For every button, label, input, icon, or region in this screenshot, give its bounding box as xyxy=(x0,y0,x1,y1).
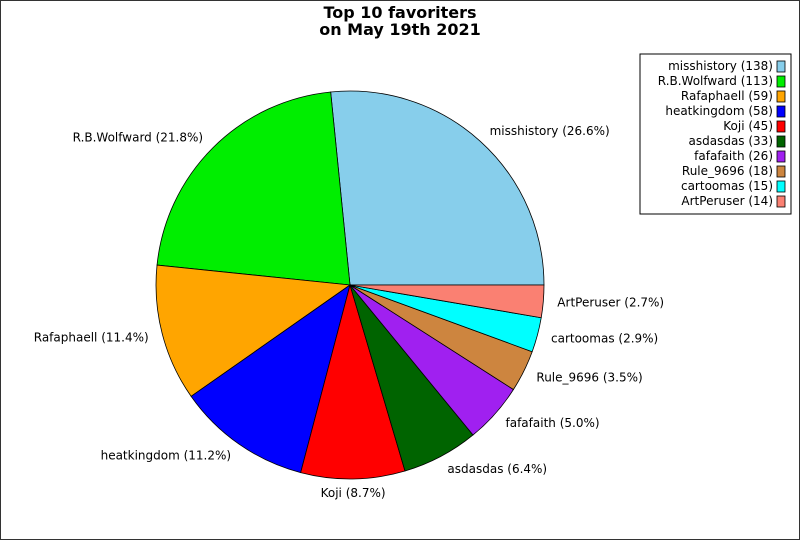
legend-entry-label: ArtPeruser (14) xyxy=(681,194,773,208)
legend-swatch xyxy=(776,135,786,148)
legend-entry-label: Rule_9696 (18) xyxy=(682,164,773,178)
pie-slice-r-b-wolfward xyxy=(156,91,351,286)
pie-slice-heatkingdom xyxy=(190,284,351,474)
pie-label-artperuser: ArtPeruser (2.7%) xyxy=(557,296,664,310)
pie-label-misshistory: misshistory (26.6%) xyxy=(490,124,610,138)
legend-swatch xyxy=(776,150,786,163)
pie-slices xyxy=(155,90,545,480)
legend: misshistory (138)R.B.Wolfward (113)Rafap… xyxy=(639,53,792,215)
pie-labels: misshistory (26.6%) R.B.Wolfward (21.8%) R… xyxy=(34,124,664,500)
pie-label-fafafaith: fafafaith (5.0%) xyxy=(506,416,600,430)
pie-slice-koji xyxy=(300,283,406,480)
pie-label-rule-9696: Rule_9696 (3.5%) xyxy=(536,370,642,384)
legend-entry-label: cartoomas (15) xyxy=(681,179,773,193)
chart-title-line1: Top 10 favoriters xyxy=(323,3,476,22)
pie-slice-rafaphaell xyxy=(155,264,352,397)
legend-box xyxy=(639,53,792,215)
legend-entry-label: R.B.Wolfward (113) xyxy=(658,74,773,88)
legend-swatch xyxy=(776,75,786,88)
pie-label-rafaphaell: Rafaphaell (11.4%) xyxy=(34,330,149,344)
legend-swatch xyxy=(776,195,786,208)
legend-entry-label: asdasdas (33) xyxy=(689,134,774,148)
pie-label-koji: Koji (8.7%) xyxy=(321,486,386,500)
chart-title-line2: on May 19th 2021 xyxy=(319,20,481,39)
legend-entry-label: misshistory (138) xyxy=(668,59,773,73)
pie-label-cartoomas: cartoomas (2.9%) xyxy=(551,332,658,346)
pie-slice-artperuser xyxy=(349,284,545,319)
legend-swatch xyxy=(776,120,786,133)
pie-label-heatkingdom: heatkingdom (11.2%) xyxy=(101,449,232,463)
legend-swatch xyxy=(776,180,786,193)
legend-swatch xyxy=(776,105,786,118)
legend-entry-label: Koji (45) xyxy=(723,119,773,133)
legend-swatch xyxy=(776,90,786,103)
legend-swatch xyxy=(776,165,786,178)
legend-entry-label: heatkingdom (58) xyxy=(665,104,773,118)
legend-swatch xyxy=(776,60,786,73)
pie-label-r-b-wolfward: R.B.Wolfward (21.8%) xyxy=(73,131,203,145)
legend-entry-label: Rafaphaell (59) xyxy=(681,89,773,103)
pie-slice-misshistory xyxy=(330,90,545,286)
pie-label-asdasdas: asdasdas (6.4%) xyxy=(447,462,547,476)
legend-entry-label: fafafaith (26) xyxy=(694,149,773,163)
